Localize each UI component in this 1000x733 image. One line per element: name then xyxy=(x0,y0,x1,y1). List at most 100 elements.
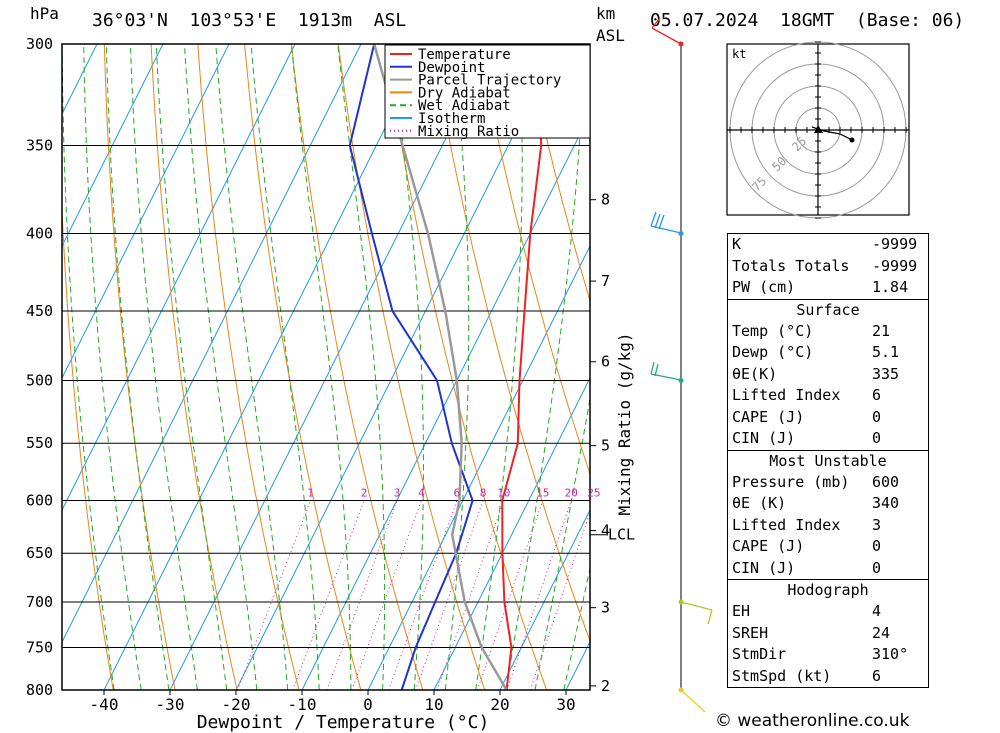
pressure-tick-label: 550 xyxy=(26,434,53,452)
isotherm-line xyxy=(499,508,590,690)
legend-label: Isotherm xyxy=(418,111,485,127)
dry-adiabat-line xyxy=(524,44,590,303)
dry-adiabat-line xyxy=(244,44,362,690)
wind-barb xyxy=(680,601,713,625)
pressure-tick-label: 750 xyxy=(26,638,53,656)
wet-adiabat-line xyxy=(444,44,470,690)
wind-barb xyxy=(650,211,682,234)
x-tick-label: -30 xyxy=(156,695,185,714)
x-tick-label: 20 xyxy=(490,695,509,714)
wet-adiabat-line xyxy=(155,44,228,690)
x-tick-label: 10 xyxy=(424,695,443,714)
wet-adiabat-line xyxy=(391,44,424,690)
station-location: 36°03'N 103°53'E 1913m ASL xyxy=(92,10,407,31)
copyright-link[interactable]: © weatheronline.co.uk xyxy=(715,711,910,731)
wind-barb-point xyxy=(678,377,684,383)
index-row: θE(K) 335 xyxy=(732,364,900,383)
isotherm-line xyxy=(103,44,428,690)
mixing-ratio-line xyxy=(436,500,505,690)
dry-adiabat-line xyxy=(197,44,300,690)
pressure-tick-label: 700 xyxy=(26,593,53,611)
index-row: Totals Totals -9999 xyxy=(732,256,918,275)
forecast-datetime: 05.07.2024 18GMT (Base: 06) xyxy=(650,10,965,31)
mixing-ratio-label: 3 xyxy=(394,487,401,500)
dry-adiabat-line xyxy=(946,44,1000,690)
mixing-ratio-label: 4 xyxy=(418,487,425,500)
wet-adiabat-line xyxy=(129,44,198,690)
legend-label: Dewpoint xyxy=(418,60,485,76)
mixing-ratio-label: 20 xyxy=(565,487,578,500)
wind-barb xyxy=(680,689,706,713)
pressure-unit-label: hPa xyxy=(30,4,59,23)
wind-barb xyxy=(651,17,682,45)
index-row: PW (cm) 1.84 xyxy=(732,278,909,296)
index-row: K -9999 xyxy=(732,235,918,253)
index-row: CAPE (J) 0 xyxy=(732,407,882,426)
isotherm-line xyxy=(62,44,296,512)
mixing-ratio-label: 1 xyxy=(307,487,314,500)
mixing-ratio-label: 15 xyxy=(536,487,549,500)
isotherm-line xyxy=(62,44,230,380)
km-tick-label: 2 xyxy=(601,677,610,695)
wet-adiabat-line xyxy=(475,44,523,690)
mixing-ratio-label: 8 xyxy=(480,487,487,500)
hodograph-point xyxy=(849,137,855,143)
wet-adiabat-line xyxy=(62,44,115,690)
mixing-ratio-line xyxy=(388,500,458,690)
mixing-ratio-label: 25 xyxy=(587,487,600,500)
legend-label: Wet Adiabat xyxy=(418,98,511,114)
wind-barb xyxy=(650,361,682,381)
lcl-label: LCL xyxy=(608,526,635,544)
km-tick-label: 7 xyxy=(601,272,610,290)
mixing-ratio-line xyxy=(326,500,398,690)
section-title: Surface xyxy=(796,300,860,319)
hodograph-trace xyxy=(811,126,853,141)
mixing-ratio-line xyxy=(506,500,572,690)
pressure-tick-label: 650 xyxy=(26,544,53,562)
index-row: EH 4 xyxy=(732,602,882,620)
index-row: CIN (J) 0 xyxy=(732,429,882,447)
hodograph-unit: kt xyxy=(732,47,746,61)
pressure-tick-label: 400 xyxy=(26,224,53,242)
km-tick-label: 5 xyxy=(601,437,610,455)
index-row: SREH 24 xyxy=(732,623,891,642)
wet-adiabat-line xyxy=(215,44,289,690)
dry-adiabat-line xyxy=(993,44,1000,690)
pressure-tick-label: 450 xyxy=(26,302,53,320)
pressure-tick-label: 300 xyxy=(26,35,53,53)
mixing-ratio-label: 10 xyxy=(497,487,510,500)
hodograph-section: Hodograph EH 4 SREH 24 StmDir 310° StmSpd (… xyxy=(728,579,928,687)
general-indices: K -9999 Totals Totals -9999 PW (cm) 1.84 xyxy=(728,234,928,299)
legend-label: Dry Adiabat xyxy=(418,85,511,101)
isotherm-line xyxy=(169,44,494,690)
isotherm-line xyxy=(62,44,164,248)
km-tick-label: 4 xyxy=(601,522,610,540)
index-row: StmDir 310° xyxy=(732,645,909,663)
isotherm-line xyxy=(367,244,590,690)
index-row: CIN (J) 0 xyxy=(732,558,882,577)
x-axis-title: Dewpoint / Temperature (°C) xyxy=(197,712,490,733)
x-tick-label: -10 xyxy=(288,695,317,714)
x-tick-label: -40 xyxy=(90,695,119,714)
mixing-ratio-axis-title: Mixing Ratio (g/kg) xyxy=(615,332,634,515)
plot-frame xyxy=(61,43,591,691)
x-tick-label: 30 xyxy=(556,695,575,714)
km-tick-label: 8 xyxy=(601,191,610,209)
wet-adiabat-line xyxy=(105,44,170,690)
index-row: Pressure (mb) 600 xyxy=(732,472,900,491)
dry-adiabat-line xyxy=(478,44,590,476)
km-tick-label: 6 xyxy=(601,353,610,371)
legend-box xyxy=(384,44,591,139)
wet-adiabat-line xyxy=(184,44,258,690)
mixing-ratio-label: 6 xyxy=(454,487,461,500)
dry-adiabat-line xyxy=(62,199,114,690)
x-tick-label: -20 xyxy=(222,695,251,714)
wind-barb-point xyxy=(678,230,684,236)
index-row: Dewp (°C) 5.1 xyxy=(732,343,900,361)
indices-table: K -9999 Totals Totals -9999 PW (cm) 1.84 Su… xyxy=(727,233,929,688)
index-row: Temp (°C) 21 xyxy=(732,321,891,340)
mixing-ratio-line xyxy=(415,500,484,690)
mixing-ratio-line xyxy=(476,500,544,690)
legend-label: Temperature xyxy=(418,47,511,63)
